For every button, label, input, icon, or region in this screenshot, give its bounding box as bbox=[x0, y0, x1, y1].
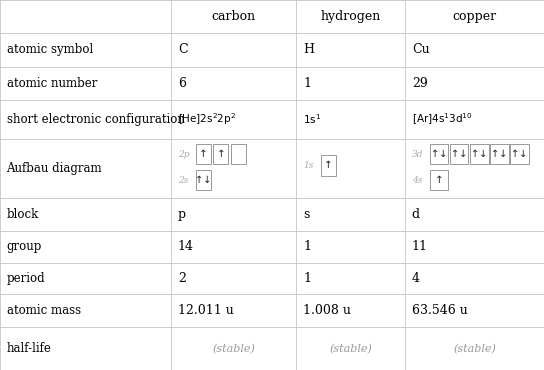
Text: 2p: 2p bbox=[178, 150, 189, 159]
Text: atomic symbol: atomic symbol bbox=[7, 43, 93, 57]
Text: (stable): (stable) bbox=[213, 344, 255, 354]
Bar bbox=[196, 170, 211, 190]
Text: s: s bbox=[303, 208, 310, 221]
Text: $\rm 1s^1$: $\rm 1s^1$ bbox=[303, 112, 321, 126]
Text: block: block bbox=[7, 208, 39, 221]
Text: half-life: half-life bbox=[7, 342, 51, 355]
Bar bbox=[430, 170, 448, 190]
Text: ↑↓: ↑↓ bbox=[491, 149, 508, 159]
Text: group: group bbox=[7, 240, 42, 253]
Text: copper: copper bbox=[453, 10, 497, 23]
Text: 29: 29 bbox=[412, 77, 428, 90]
Text: 4: 4 bbox=[412, 272, 420, 285]
Bar bbox=[450, 144, 468, 164]
Text: Cu: Cu bbox=[412, 43, 429, 57]
Text: atomic mass: atomic mass bbox=[7, 304, 81, 317]
Text: 12.011 u: 12.011 u bbox=[178, 304, 233, 317]
Text: (stable): (stable) bbox=[453, 344, 496, 354]
Text: ↑↓: ↑↓ bbox=[511, 149, 528, 159]
Text: (stable): (stable) bbox=[330, 344, 372, 354]
Text: d: d bbox=[412, 208, 420, 221]
Text: $\rm[Ar]4s^13d^{10}$: $\rm[Ar]4s^13d^{10}$ bbox=[412, 111, 472, 127]
Text: $\rm[He]2s^22p^2$: $\rm[He]2s^22p^2$ bbox=[178, 111, 236, 127]
Bar bbox=[430, 144, 448, 164]
Text: 4s: 4s bbox=[412, 176, 422, 185]
Text: 6: 6 bbox=[178, 77, 186, 90]
Text: 14: 14 bbox=[178, 240, 194, 253]
Text: ↑↓: ↑↓ bbox=[471, 149, 487, 159]
Text: 11: 11 bbox=[412, 240, 428, 253]
Text: H: H bbox=[303, 43, 314, 57]
Text: ↑: ↑ bbox=[435, 175, 443, 185]
Text: 63.546 u: 63.546 u bbox=[412, 304, 467, 317]
Bar bbox=[470, 144, 489, 164]
Text: ↑: ↑ bbox=[199, 149, 208, 159]
Text: ↑↓: ↑↓ bbox=[431, 149, 447, 159]
Text: ↑: ↑ bbox=[217, 149, 225, 159]
Bar bbox=[231, 144, 246, 164]
Text: 1: 1 bbox=[303, 77, 311, 90]
Text: 1s: 1s bbox=[303, 161, 313, 170]
Text: carbon: carbon bbox=[212, 10, 256, 23]
Text: short electronic configuration: short electronic configuration bbox=[7, 113, 184, 126]
Text: Aufbau diagram: Aufbau diagram bbox=[7, 162, 102, 175]
Bar bbox=[510, 144, 529, 164]
Text: hydrogen: hydrogen bbox=[321, 10, 381, 23]
Text: period: period bbox=[7, 272, 45, 285]
Text: 1.008 u: 1.008 u bbox=[303, 304, 351, 317]
Bar bbox=[490, 144, 509, 164]
Text: 3d: 3d bbox=[412, 150, 423, 159]
Text: ↑↓: ↑↓ bbox=[451, 149, 467, 159]
Text: ↑: ↑ bbox=[324, 160, 333, 171]
Text: C: C bbox=[178, 43, 188, 57]
Bar bbox=[213, 144, 228, 164]
Text: 2: 2 bbox=[178, 272, 186, 285]
Text: 2s: 2s bbox=[178, 176, 188, 185]
Text: 1: 1 bbox=[303, 240, 311, 253]
Text: atomic number: atomic number bbox=[7, 77, 97, 90]
Text: p: p bbox=[178, 208, 186, 221]
Bar bbox=[321, 155, 336, 175]
Text: 1: 1 bbox=[303, 272, 311, 285]
Text: ↑↓: ↑↓ bbox=[195, 175, 212, 185]
Bar bbox=[196, 144, 211, 164]
